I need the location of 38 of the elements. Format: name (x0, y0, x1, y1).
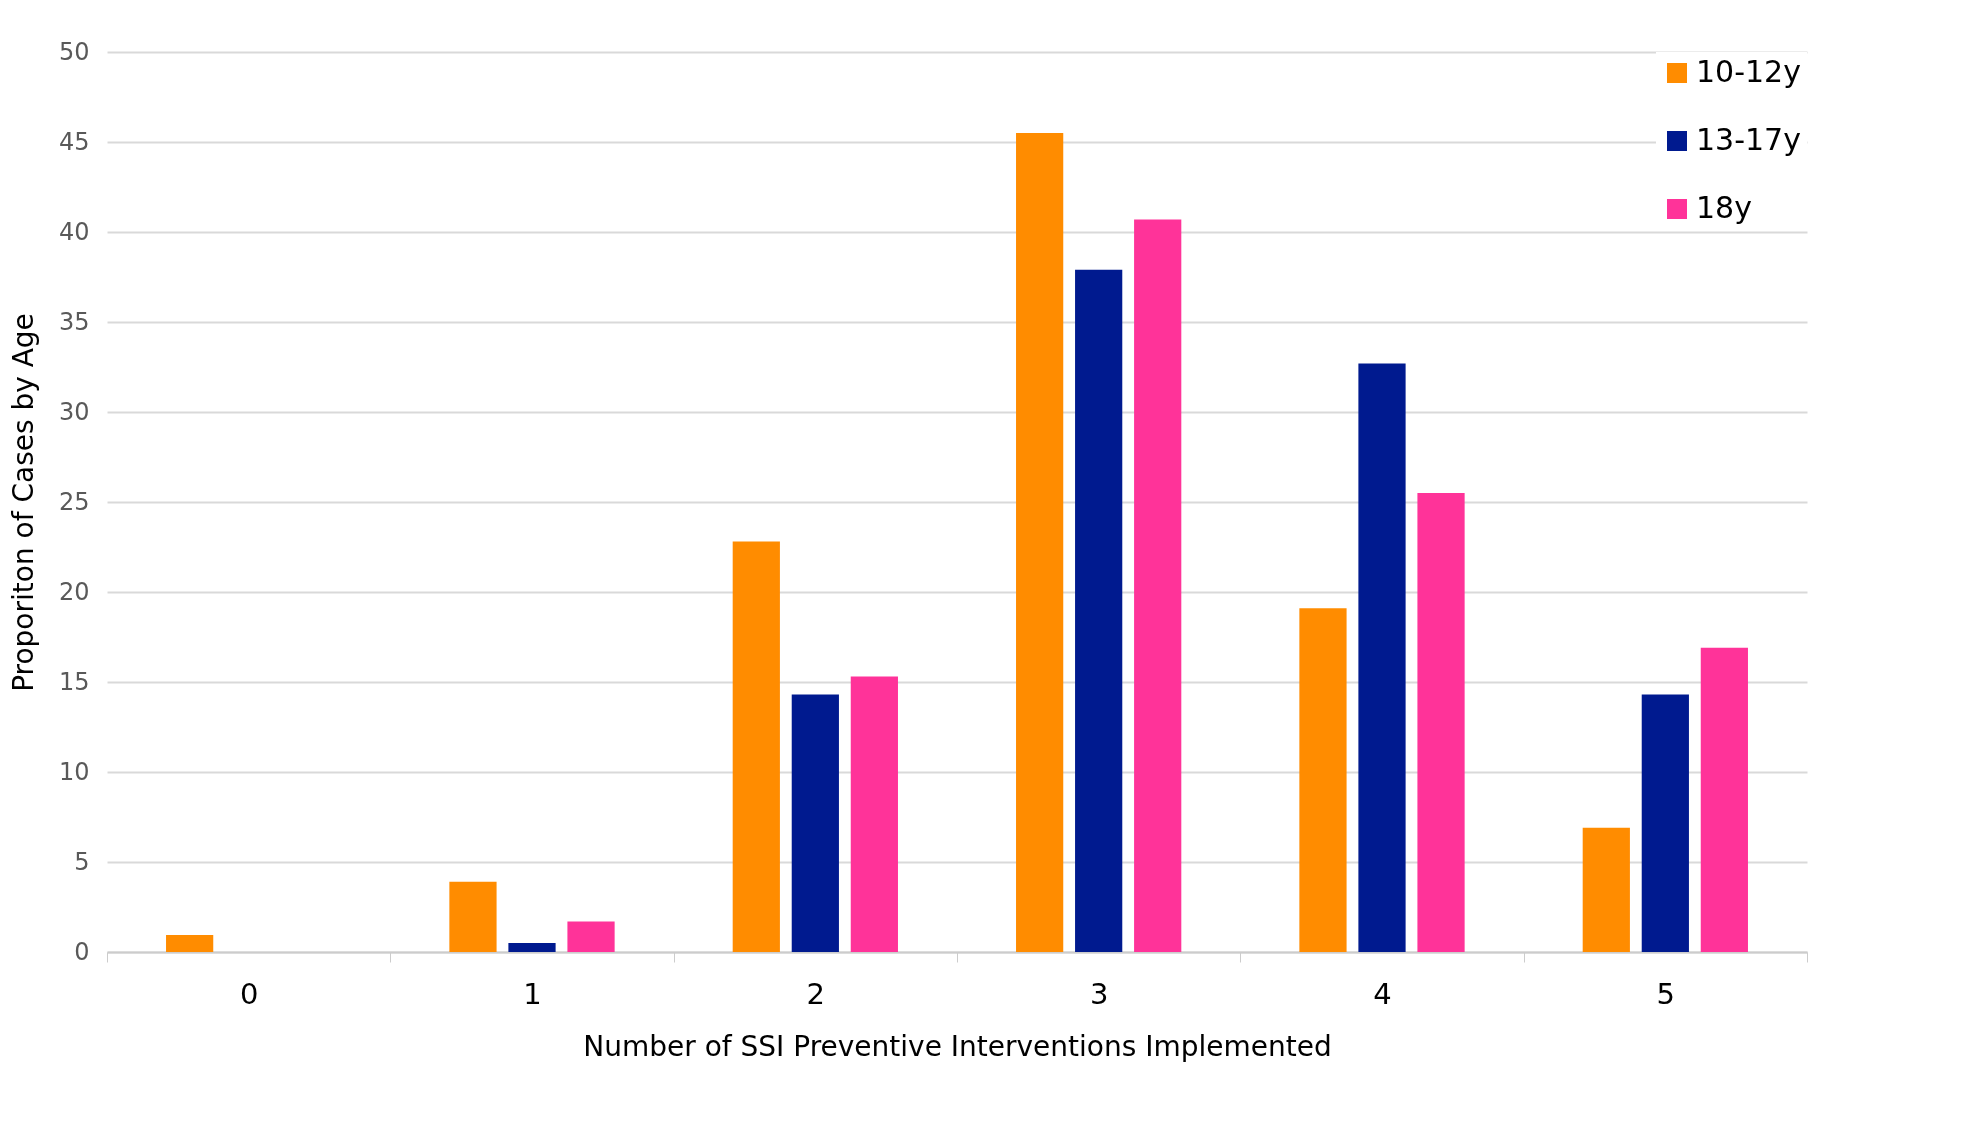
y-tick-label: 30 (58, 397, 90, 426)
bar (791, 694, 839, 952)
y-tick-label: 40 (58, 217, 90, 246)
bar (1700, 647, 1748, 952)
y-tick-label: 50 (58, 37, 90, 66)
bar (732, 541, 780, 952)
bar (449, 881, 497, 952)
bar (1641, 694, 1689, 952)
x-tick-label: 5 (1656, 976, 1676, 1011)
bar (1075, 269, 1123, 952)
bar (1417, 493, 1465, 952)
bar (1582, 827, 1630, 952)
bar (1358, 363, 1406, 952)
y-tick-label: 5 (74, 847, 90, 876)
y-tick-label: 10 (58, 757, 90, 786)
y-tick-label: 15 (58, 667, 90, 696)
y-tick-label: 35 (58, 307, 90, 336)
x-tick-label: 0 (239, 976, 259, 1011)
x-tick-label: 3 (1089, 976, 1109, 1011)
legend-label: 18y (1696, 190, 1752, 225)
bar (850, 676, 898, 952)
x-tick-label: 2 (806, 976, 826, 1011)
y-tick-label: 25 (58, 487, 90, 516)
legend-label: 13-17y (1696, 122, 1801, 157)
x-tick-label: 4 (1373, 976, 1392, 1011)
bar (166, 934, 214, 952)
y-tick-label: 45 (58, 127, 90, 156)
y-tick-label: 20 (58, 577, 90, 606)
y-axis-title: Proporiton of Cases by Age (6, 313, 40, 692)
y-tick-label: 0 (74, 937, 90, 966)
bar (1134, 219, 1182, 952)
bar (1299, 608, 1347, 952)
x-tick-label: 1 (523, 976, 542, 1011)
bar (567, 921, 615, 952)
bar (1016, 133, 1064, 952)
legend-label: 10-12y (1696, 54, 1801, 89)
bar (508, 943, 556, 952)
x-axis-title: Number of SSI Preventive Interventions Implemented (583, 1029, 1332, 1063)
